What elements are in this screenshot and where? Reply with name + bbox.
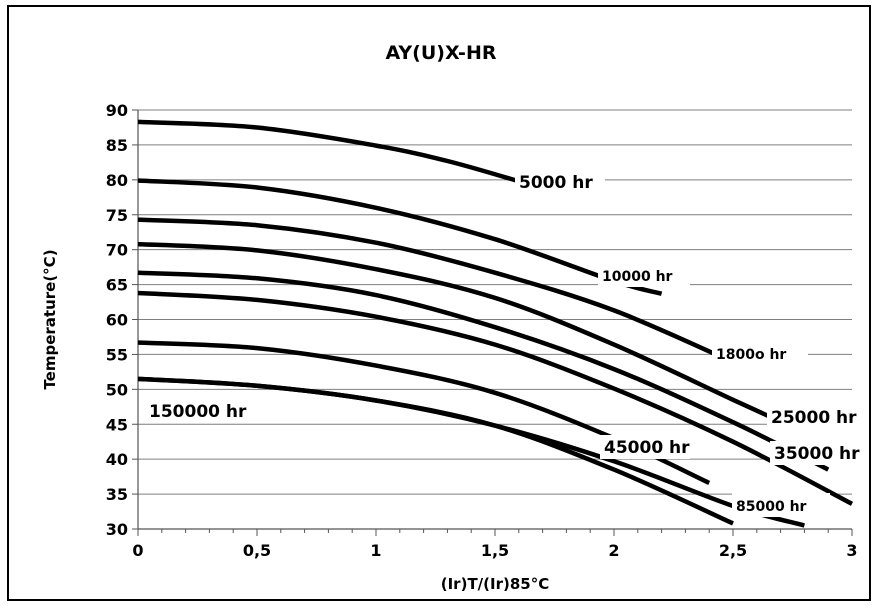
curve-label-bg [770, 441, 862, 465]
curve-label-2: 10000 hr [602, 269, 673, 285]
curve-label-bg [712, 341, 808, 365]
curve-label-1: 5000 hr [519, 173, 593, 193]
y-tick-label: 45 [106, 415, 128, 434]
x-tick-labels: 0 0,5 1 1,5 2 2,5 3 [132, 541, 857, 560]
y-tick-label: 30 [106, 520, 128, 539]
curve-9 [137, 376, 734, 526]
y-tick-label: 80 [106, 171, 128, 190]
y-tick-label: 60 [106, 311, 128, 330]
y-tick-label: 70 [106, 241, 128, 260]
y-tick-label: 65 [106, 276, 128, 295]
curve-label-8: 85000 hr [736, 499, 807, 515]
curve-1 [137, 119, 520, 184]
curve-label-bg [767, 405, 857, 429]
curve-6 [137, 290, 854, 506]
x-tick-label: 2 [608, 541, 619, 560]
y-tick-label: 90 [106, 101, 128, 120]
curve-4 [137, 241, 794, 430]
axes [132, 109, 853, 536]
y-tick-labels: 30 35 40 45 50 55 60 65 70 75 80 85 90 [106, 101, 128, 539]
chart-title: AY(U)X-HR [386, 42, 497, 64]
y-tick-label: 50 [106, 380, 128, 399]
x-tick-label: 0,5 [243, 541, 271, 560]
x-tick-label: 1 [370, 541, 381, 560]
curve-3 [137, 217, 734, 365]
curve-label-bg [732, 493, 830, 517]
curves [137, 119, 854, 528]
curve-label-5: 35000 hr [774, 444, 860, 464]
x-axis-label: (Ir)T/(Ir)85°C [441, 575, 549, 593]
y-tick-label: 40 [106, 450, 128, 469]
y-tick-label: 35 [106, 485, 128, 504]
x-tick-label: 2,5 [719, 541, 747, 560]
x-tick-label: 1,5 [481, 541, 509, 560]
curve-label-bg [515, 170, 605, 194]
curve-label-4: 25000 hr [771, 408, 857, 428]
curve-5 [137, 270, 830, 472]
curve-label-bg [598, 263, 690, 287]
curve-labels: 5000 hr 10000 hr 1800o hr 25000 hr 35000 hr 4… [145, 170, 862, 517]
grid-lines [138, 109, 852, 495]
x-tick-label: 3 [846, 541, 857, 560]
curve-label-bg [145, 399, 257, 423]
y-axis-label: Temperature(°C) [41, 249, 59, 389]
y-tick-label: 85 [106, 136, 128, 155]
curve-label-9: 150000 hr [149, 402, 247, 422]
curve-label-7: 45000 hr [604, 438, 690, 458]
curve-label-3: 1800o hr [716, 347, 786, 363]
chart-frame: AY(U)X-HR 5000 hr 10000 hr 1800o hr 25000 h… [7, 5, 871, 601]
y-tick-label: 55 [106, 345, 128, 364]
y-tick-label: 75 [106, 206, 128, 225]
curve-label-bg [600, 435, 690, 459]
x-tick-label: 0 [132, 541, 143, 560]
